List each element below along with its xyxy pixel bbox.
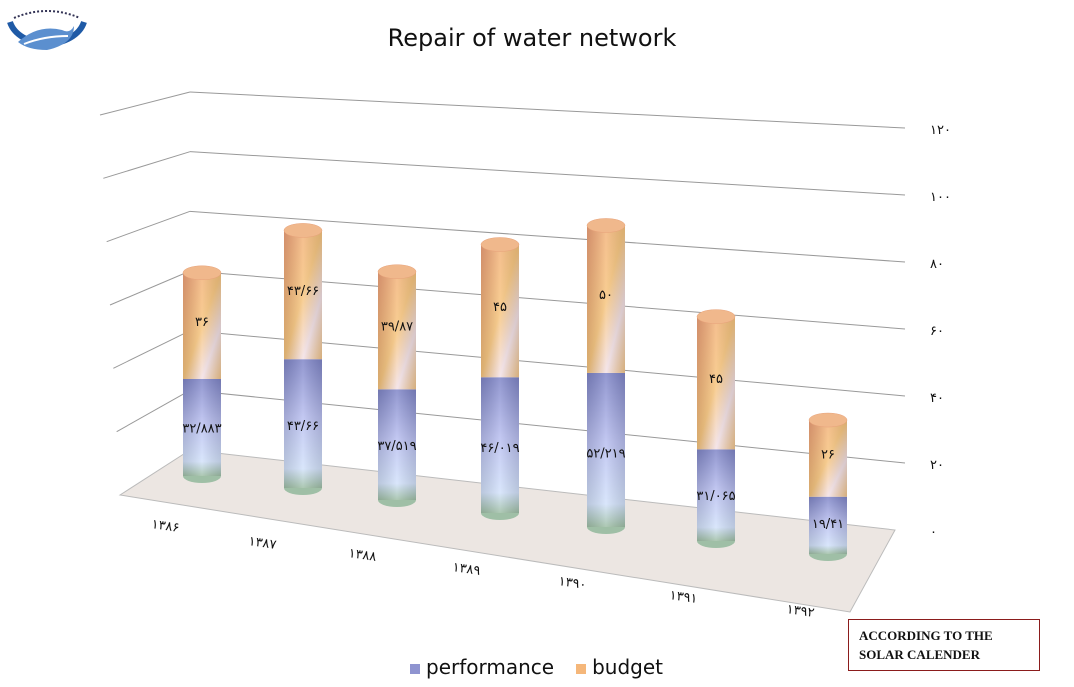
y-tick-label: ۰	[930, 525, 937, 540]
gridline	[106, 210, 191, 243]
budget-data-label: ۳۶	[195, 315, 209, 330]
legend-label: budget	[592, 655, 664, 679]
bar-shading	[697, 316, 735, 450]
bar-shading	[284, 359, 322, 488]
x-tick-label: ۱۳۹۱	[669, 588, 699, 607]
x-tick-label: ۱۳۸۸	[348, 546, 378, 565]
budget-data-label: ۵۰	[599, 288, 613, 303]
performance-data-label: ۱۹/۴۱	[812, 517, 844, 532]
gridline	[99, 91, 191, 116]
bar-shading	[697, 449, 735, 541]
gridline	[189, 91, 906, 129]
y-tick-label: ۱۲۰	[930, 123, 951, 138]
bar-shading	[378, 389, 416, 500]
bar-shading	[809, 420, 847, 497]
bar-group-0: ۳۲/۸۸۳ ۳۶	[182, 265, 222, 483]
y-tick-label: ۶۰	[930, 324, 944, 339]
x-tick-label: ۱۳۸۷	[248, 534, 278, 553]
gridline	[103, 151, 191, 179]
budget-data-label: ۳۹/۸۷	[381, 320, 413, 335]
budget-data-label: ۴۵	[493, 300, 507, 315]
performance-data-label: ۳۲/۸۸۳	[182, 421, 221, 436]
bar-shading	[481, 244, 519, 378]
chart-title: Repair of water network	[387, 24, 677, 52]
legend-item-budget: budget	[576, 655, 663, 679]
budget-data-label: ۴۵	[709, 372, 723, 387]
y-tick-label: ۱۰۰	[930, 190, 951, 205]
performance-data-label: ۴۳/۶۶	[287, 419, 319, 434]
gridline	[189, 210, 906, 263]
bar-shading	[809, 496, 847, 554]
cylinder-top	[283, 223, 323, 238]
bar-group-2: ۳۷/۵۱۹ ۳۹/۸۷	[377, 264, 417, 507]
x-tick-label: ۱۳۸۶	[151, 517, 181, 536]
bar-group-1: ۴۳/۶۶ ۴۳/۶۶	[283, 223, 323, 495]
y-tick-label: ۲۰	[930, 458, 944, 473]
y-tick-label: ۴۰	[930, 391, 944, 406]
gridline	[189, 151, 906, 196]
x-tick-label: ۱۳۹۰	[558, 574, 588, 593]
cylinder-top	[480, 237, 520, 252]
performance-data-label: ۳۱/۰۶۵	[696, 489, 735, 504]
cylinder-top	[586, 218, 626, 233]
cylinder-top	[377, 264, 417, 279]
cylinder-top	[696, 309, 736, 324]
bar-group-4: ۵۲/۲۱۹ ۵۰	[586, 218, 626, 534]
bar-group-5: ۳۱/۰۶۵ ۴۵	[696, 309, 736, 548]
legend-swatch	[576, 663, 587, 674]
x-tick-label: ۱۳۸۹	[452, 560, 482, 579]
legend: performance budget	[410, 655, 663, 679]
chart-plot: ۳۲/۸۸۳ ۳۶ ۴۳/۶۶ ۴۳/۶۶ ۳۷/۵۱۹ ۳۹/۸۷ ۴۶/۰۱۹ ۴۵ ۵۲/…	[99, 91, 951, 621]
x-tick-label: ۱۳۹۲	[786, 602, 816, 621]
performance-data-label: ۵۲/۲۱۹	[586, 447, 625, 462]
bar-shading	[587, 372, 625, 527]
note-line-1: ACCORDING TO THE	[859, 628, 993, 643]
bar-group-6: ۱۹/۴۱ ۲۶	[808, 412, 848, 561]
bar-shading	[481, 377, 519, 513]
performance-data-label: ۳۷/۵۱۹	[377, 439, 416, 454]
cylinder-top	[182, 265, 222, 281]
gridline	[113, 330, 191, 369]
legend-swatch	[410, 663, 420, 674]
legend-label: performance	[426, 655, 555, 679]
performance-data-label: ۴۶/۰۱۹	[480, 441, 519, 456]
bar-shading	[284, 230, 322, 360]
bar-shading	[587, 225, 625, 373]
cylinder-top	[808, 412, 848, 428]
budget-data-label: ۲۶	[821, 447, 835, 462]
bar-shading	[183, 272, 221, 379]
bar-group-3: ۴۶/۰۱۹ ۴۵	[480, 237, 520, 520]
y-tick-label: ۸۰	[930, 257, 944, 272]
calendar-note: ACCORDING TO THE SOLAR CALENDER	[848, 619, 1040, 671]
budget-data-label: ۴۳/۶۶	[287, 284, 319, 299]
bar-shading	[183, 378, 221, 476]
bar-shading	[378, 271, 416, 390]
water-company-logo	[7, 10, 87, 50]
gridline	[116, 389, 191, 433]
legend-item-performance: performance	[410, 655, 554, 679]
gridline	[109, 270, 191, 306]
note-line-2: SOLAR CALENDER	[859, 647, 980, 662]
